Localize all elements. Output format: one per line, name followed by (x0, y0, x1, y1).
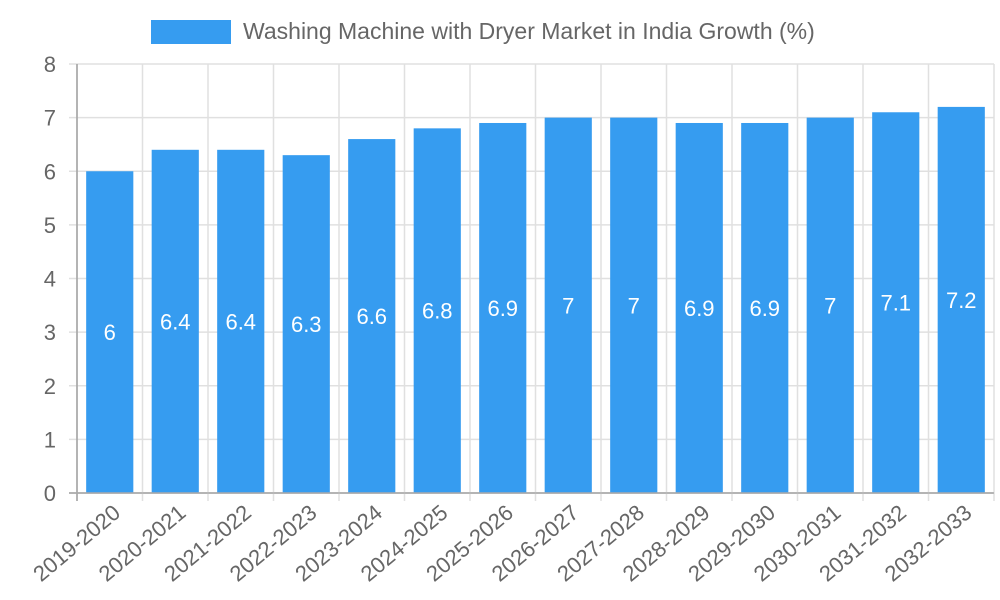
bars (86, 106, 985, 494)
bar[interactable] (610, 117, 658, 493)
y-tick-label: 6 (44, 159, 56, 184)
bar-value-label: 7.2 (946, 288, 977, 313)
bar-value-label: 7 (562, 293, 574, 318)
bar-value-label: 6.6 (356, 304, 387, 329)
bar[interactable] (348, 139, 396, 493)
bar[interactable] (741, 122, 789, 494)
y-tick-label: 5 (44, 213, 56, 238)
axes (69, 64, 994, 501)
y-tick-label: 7 (44, 106, 56, 131)
y-tick-label: 1 (44, 427, 56, 452)
bar[interactable] (872, 112, 920, 493)
bar[interactable] (479, 122, 527, 494)
bar-value-label: 6.9 (749, 296, 780, 321)
bar-value-label: 7 (824, 293, 836, 318)
bar-value-label: 6.9 (684, 296, 715, 321)
bar[interactable] (413, 128, 461, 493)
bar-value-label: 6.8 (422, 299, 453, 324)
bar[interactable] (217, 149, 265, 494)
bar-value-label: 7.1 (880, 291, 911, 316)
y-axis-ticks: 0 1 2 3 4 5 6 7 8 (44, 52, 56, 506)
legend-swatch[interactable] (151, 20, 231, 44)
bar[interactable] (86, 171, 134, 493)
bar[interactable] (937, 106, 985, 494)
bar[interactable] (544, 117, 592, 493)
y-tick-label: 3 (44, 320, 56, 345)
x-axis-ticks: 2019-20202020-20212021-20222022-20232023… (28, 500, 976, 587)
bar-value-label: 6.9 (487, 296, 518, 321)
legend-label[interactable]: Washing Machine with Dryer Market in Ind… (243, 18, 815, 44)
bar-value-label: 6 (104, 320, 116, 345)
y-tick-label: 4 (44, 267, 56, 292)
y-tick-label: 2 (44, 374, 56, 399)
grid-lines (69, 63, 995, 501)
y-tick-label: 8 (44, 52, 56, 77)
bar-value-label: 6.3 (291, 312, 322, 337)
y-tick-label: 0 (44, 481, 56, 506)
bar[interactable] (151, 149, 199, 494)
bar-value-label: 7 (628, 293, 640, 318)
bar-value-label: 6.4 (225, 309, 256, 334)
data-labels: 6 6.4 6.4 6.3 6.6 6.8 6.9 7 7 6.9 6.9 7 7.1 7.2 (104, 288, 977, 345)
bar[interactable] (806, 117, 854, 493)
bar-value-label: 6.4 (160, 309, 191, 334)
bar[interactable] (282, 155, 330, 493)
bar[interactable] (675, 122, 723, 494)
